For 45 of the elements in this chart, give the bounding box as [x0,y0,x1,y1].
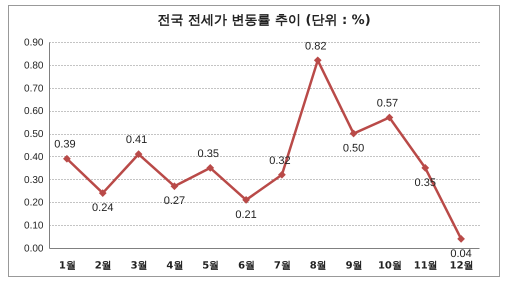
data-label: 0.04 [450,248,472,260]
point [421,164,430,172]
data-label: 0.27 [164,195,186,208]
data-label: 0.21 [235,208,257,221]
y-tick-label: 0.40 [24,152,44,163]
x-tick-label: 4월 [166,260,184,272]
y-tick-label: 0.60 [24,106,44,118]
x-tick-label: 12월 [450,260,474,272]
x-tick-label: 9월 [346,260,363,272]
data-label: 0.82 [305,40,326,52]
point [170,182,178,190]
x-tick-label: 10월 [378,260,402,272]
point [242,196,250,204]
data-label: 0.24 [92,202,114,214]
point [457,234,465,243]
point [350,130,358,138]
y-tick-label: 0.50 [24,129,44,140]
x-tick-label: 11월 [414,260,438,272]
data-label: 0.50 [342,142,364,155]
x-tick-label: 8월 [310,260,327,272]
y-tick-label: 0.10 [24,220,44,232]
data-label: 0.35 [198,148,219,160]
data-label: 0.57 [376,98,398,110]
x-tick-label: 7월 [274,260,291,272]
y-tick-label: 0.90 [24,38,44,48]
point [386,114,394,122]
chart-title: 전국 전세가 변동률 추이 (단위 : %) [157,13,371,28]
point [314,56,322,64]
x-tick-label: 5월 [202,260,220,272]
point [63,154,71,163]
point [98,189,107,197]
point [206,164,214,172]
y-tick-label: 0.20 [24,198,44,209]
y-tick-label: 0.70 [24,83,44,94]
y-tick-label: 0.30 [24,174,44,186]
data-label: 0.39 [54,138,76,151]
y-tick-label: 0.00 [24,244,44,254]
x-tick-label: 3월 [130,260,148,272]
y-tick-label: 0.80 [24,60,44,72]
x-tick-label: 6월 [238,260,256,272]
x-tick-label: 2월 [94,260,112,272]
point [134,150,142,158]
point [278,170,286,179]
data-label: 0.41 [126,134,148,146]
x-tick-label: 1월 [58,260,76,272]
